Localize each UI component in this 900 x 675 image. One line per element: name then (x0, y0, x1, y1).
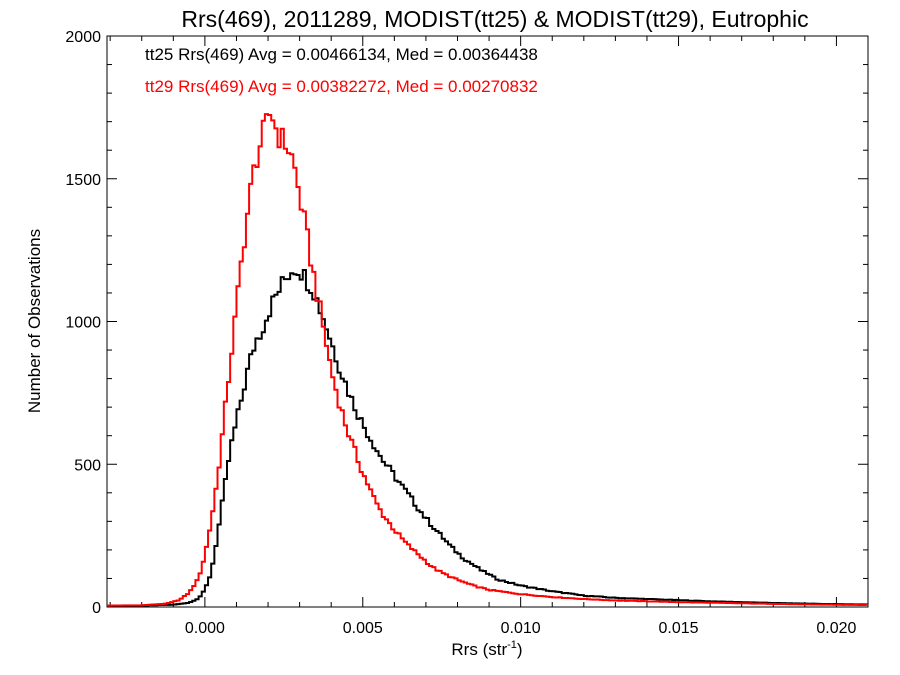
y-tick-label: 500 (74, 457, 101, 474)
y-tick-label: 2000 (65, 29, 101, 46)
series-line-tt25 (107, 269, 868, 607)
x-tick-label: 0.010 (501, 620, 541, 637)
series-lines (107, 113, 868, 607)
x-axis-ticks: 0.000 0.005 0.010 0.015 0.020 (109, 36, 857, 637)
y-tick-label: 1000 (65, 315, 101, 332)
x-tick-label: 0.020 (816, 620, 856, 637)
x-tick-label: 0.005 (343, 620, 383, 637)
y-axis-label: Number of Observations (25, 229, 44, 413)
chart-title: Rrs(469), 2011289, MODIST(tt25) & MODIST… (181, 6, 808, 32)
x-axis-label: Rrs (str-1) (451, 639, 522, 659)
legend-entry-tt25: tt25 Rrs(469) Avg = 0.00466134, Med = 0.… (145, 45, 538, 64)
legend-entry-tt29: tt29 Rrs(469) Avg = 0.00382272, Med = 0.… (145, 77, 538, 96)
y-tick-label: 0 (92, 600, 101, 617)
y-tick-label: 1500 (65, 172, 101, 189)
y-axis-ticks: 0 500 1000 1500 2000 (65, 29, 868, 617)
x-axis-label-close: ) (517, 640, 523, 659)
x-axis-label-superscript: -1 (507, 639, 517, 651)
x-tick-label: 0.000 (185, 620, 225, 637)
x-axis-label-text: Rrs (str (451, 640, 507, 659)
x-tick-label: 0.015 (659, 620, 699, 637)
series-line-tt29 (107, 113, 868, 607)
